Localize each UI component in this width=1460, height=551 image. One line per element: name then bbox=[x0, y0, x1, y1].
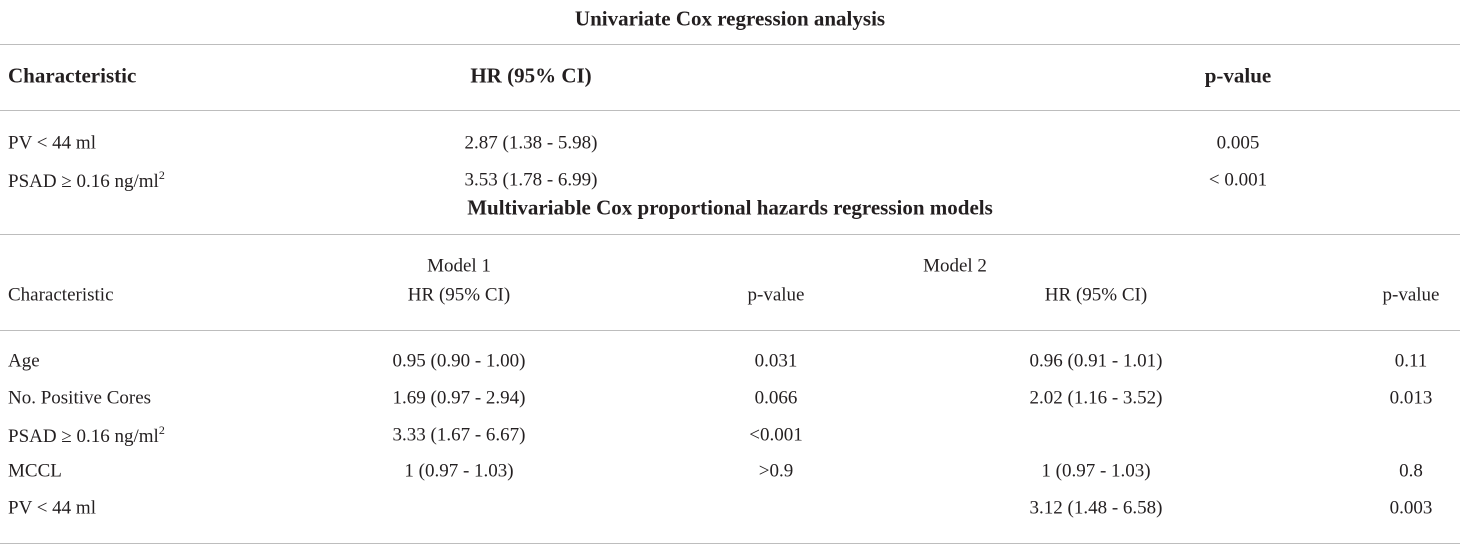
characteristic: PSAD ≥ 0.16 ng/ml2 bbox=[8, 169, 165, 191]
column-header: p-value bbox=[1204, 63, 1272, 88]
cell: >0.9 bbox=[758, 460, 794, 482]
characteristic-text: PSAD ≥ 0.16 ng/ml bbox=[8, 425, 159, 447]
cell: 0.031 bbox=[754, 350, 798, 372]
cell: 3.33 (1.67 - 6.67) bbox=[392, 424, 526, 446]
cell: 3.53 (1.78 - 6.99) bbox=[464, 169, 598, 191]
column-header: p-value bbox=[1382, 284, 1440, 306]
section-title: Multivariable Cox proportional hazards r… bbox=[467, 195, 993, 220]
characteristic: PV < 44 ml bbox=[8, 499, 96, 518]
characteristic-text: PSAD ≥ 0.16 ng/ml bbox=[8, 171, 159, 192]
cell: 1.69 (0.97 - 2.94) bbox=[392, 387, 526, 409]
characteristic-text: No. Positive Cores bbox=[8, 387, 152, 409]
rule bbox=[0, 234, 1460, 235]
characteristic-text: PV < 44 ml bbox=[8, 132, 96, 154]
cell: 0.013 bbox=[1389, 387, 1433, 409]
superscript: 2 bbox=[158, 168, 165, 182]
characteristic-text: Age bbox=[8, 350, 40, 372]
cell: 1 (0.97 - 1.03) bbox=[404, 460, 514, 482]
column-header: Characteristic bbox=[8, 284, 114, 306]
rule bbox=[0, 110, 1460, 111]
characteristic: No. Positive Cores bbox=[8, 388, 151, 407]
cell: 0.11 bbox=[1394, 350, 1428, 372]
cell: 1 (0.97 - 1.03) bbox=[1041, 460, 1151, 482]
model-header: Model 2 bbox=[923, 255, 987, 277]
cell: 0.003 bbox=[1389, 497, 1433, 519]
rule bbox=[0, 330, 1460, 331]
column-header: Characteristic bbox=[8, 63, 137, 88]
characteristic: PV < 44 ml bbox=[8, 134, 96, 153]
characteristic: Age bbox=[8, 352, 40, 371]
cell: 0.95 (0.90 - 1.00) bbox=[392, 350, 526, 372]
characteristic-text: MCCL bbox=[8, 460, 62, 482]
cell: 0.005 bbox=[1216, 132, 1260, 154]
rule bbox=[0, 543, 1460, 544]
cell: <0.001 bbox=[749, 424, 803, 446]
characteristic-text: PV < 44 ml bbox=[8, 497, 96, 519]
section-title: Univariate Cox regression analysis bbox=[574, 6, 886, 31]
cell: 0.8 bbox=[1399, 460, 1423, 482]
column-header: HR (95% CI) bbox=[407, 284, 511, 306]
superscript: 2 bbox=[158, 422, 165, 437]
column-header: HR (95% CI) bbox=[470, 63, 592, 88]
column-header: p-value bbox=[747, 284, 805, 306]
column-header: HR (95% CI) bbox=[1044, 284, 1148, 306]
cell: 2.87 (1.38 - 5.98) bbox=[464, 132, 598, 154]
cell: < 0.001 bbox=[1208, 169, 1268, 191]
cell: 0.066 bbox=[754, 387, 798, 409]
characteristic: MCCL bbox=[8, 462, 62, 481]
cell: 0.96 (0.91 - 1.01) bbox=[1029, 350, 1163, 372]
rule bbox=[0, 44, 1460, 45]
cell: 2.02 (1.16 - 3.52) bbox=[1029, 387, 1163, 409]
model-header: Model 1 bbox=[427, 255, 491, 277]
cell: 3.12 (1.48 - 6.58) bbox=[1029, 497, 1163, 519]
characteristic: PSAD ≥ 0.16 ng/ml2 bbox=[8, 424, 165, 446]
